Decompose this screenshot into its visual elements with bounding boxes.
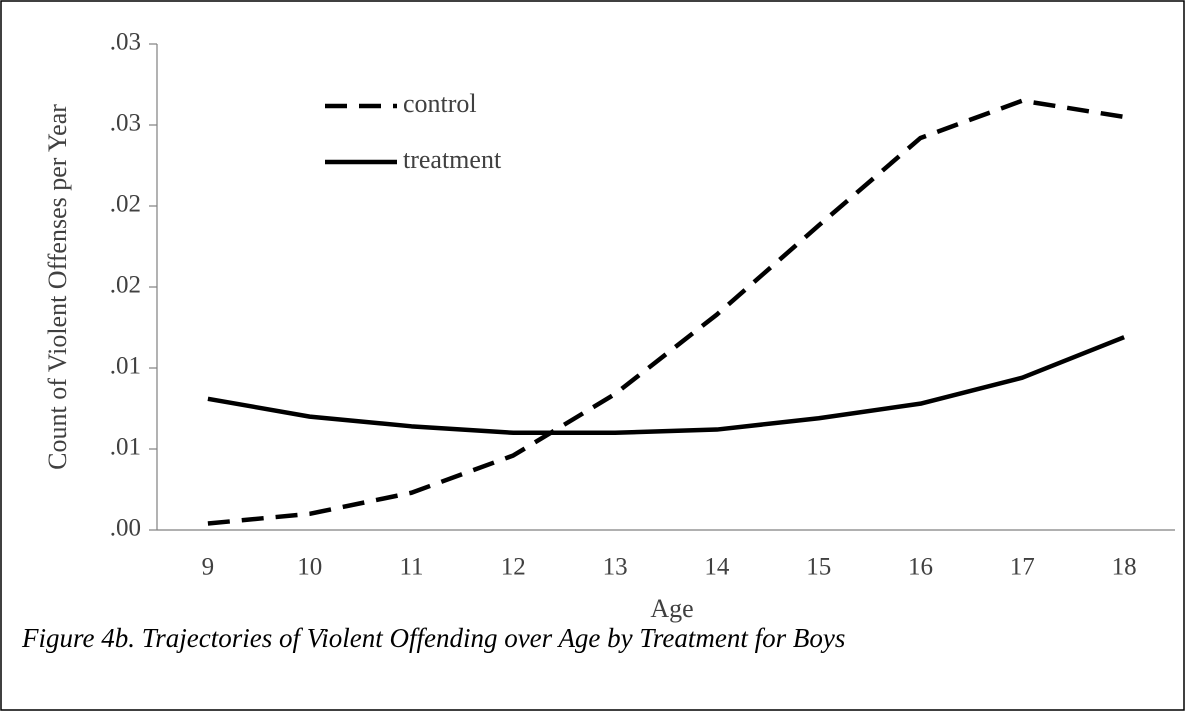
x-tick-label: 9: [202, 554, 215, 581]
x-tick-label: 10: [297, 554, 322, 581]
y-tick-label: .02: [110, 272, 141, 299]
y-axis-title: Count of Violent Offenses per Year: [43, 104, 72, 470]
x-tick-label: 11: [399, 554, 423, 581]
legend-label: control: [403, 89, 477, 118]
caption: Figure 4b. Trajectories of Violent Offen…: [21, 623, 845, 653]
y-tick-label: .02: [110, 191, 141, 218]
x-tick-label: 15: [806, 554, 831, 581]
y-tick-label: .00: [110, 515, 141, 542]
series-line: [207, 335, 1125, 436]
series-line: [207, 98, 1125, 526]
legend-label: treatment: [403, 145, 502, 174]
x-tick-label: 18: [1112, 554, 1137, 581]
x-axis-title: Age: [650, 594, 693, 623]
x-tick-label: 14: [704, 554, 730, 581]
x-tick-label: 13: [603, 554, 628, 581]
y-tick-label: .01: [110, 353, 141, 380]
x-tick-label: 12: [501, 554, 526, 581]
y-tick-label: .03: [110, 29, 141, 56]
x-tick-label: 16: [908, 554, 933, 581]
y-tick-label: .03: [110, 110, 141, 137]
x-tick-label: 17: [1010, 554, 1035, 581]
y-tick-label: .01: [110, 434, 141, 461]
